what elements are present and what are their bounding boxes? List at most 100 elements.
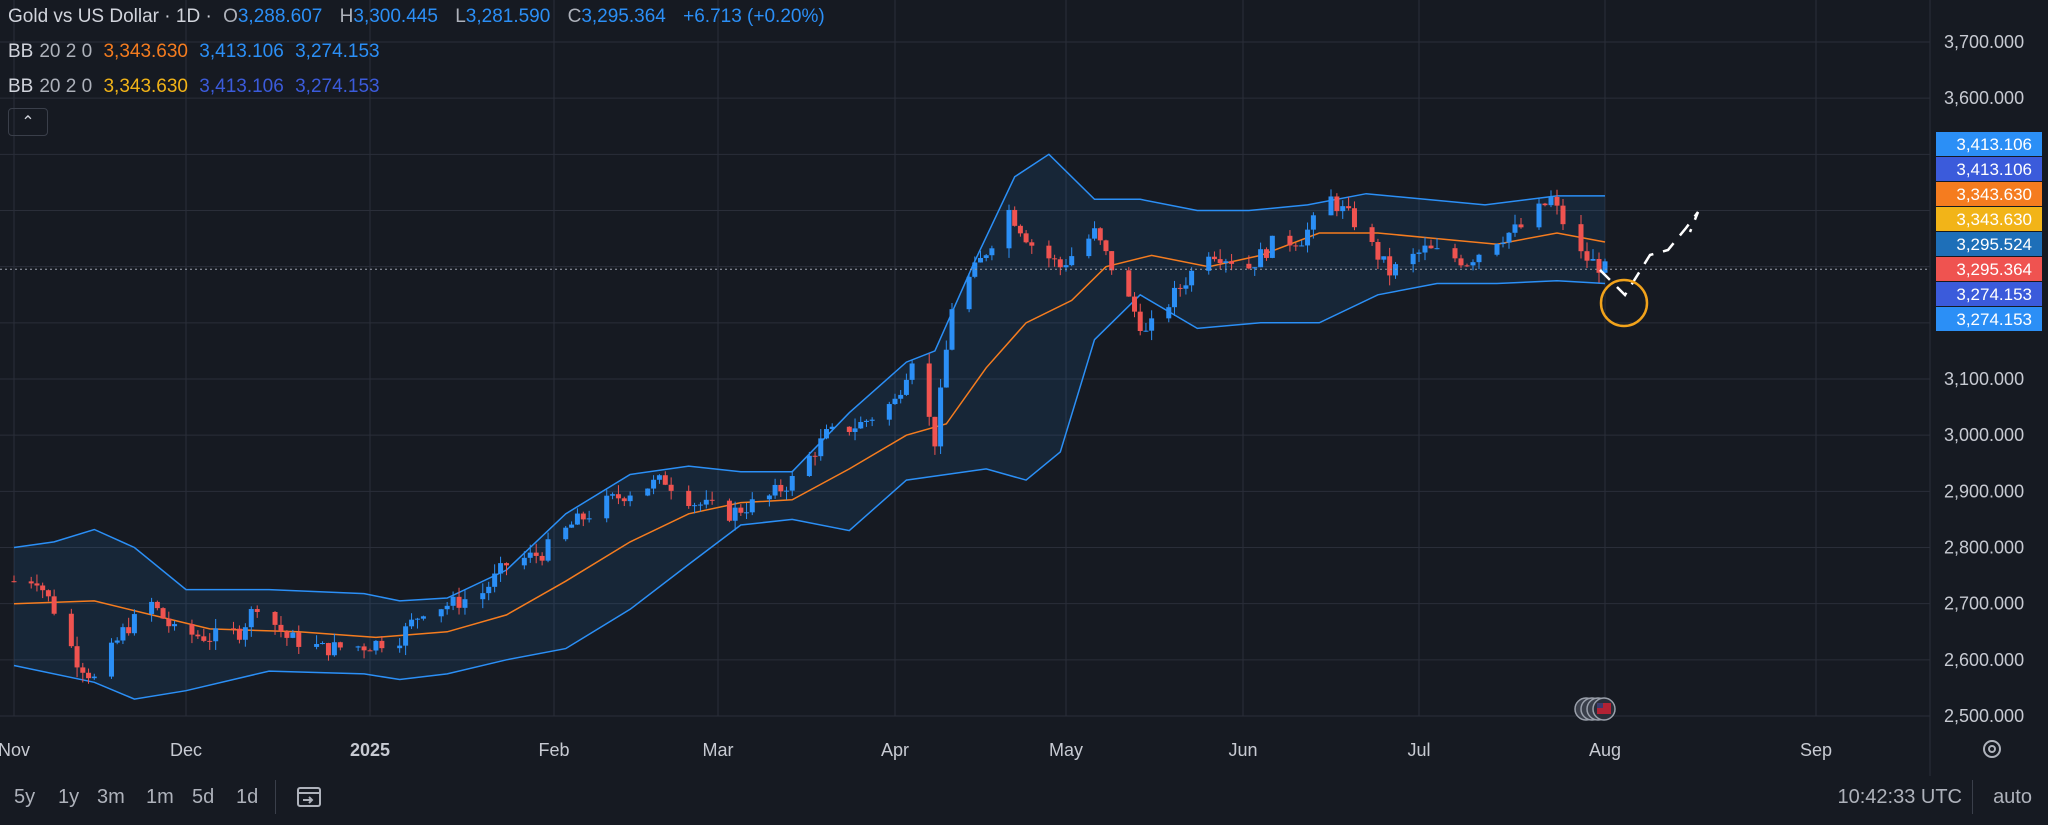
candle-body (438, 609, 444, 617)
candle-body (379, 640, 385, 649)
candle-body (1464, 265, 1470, 267)
candle-body (492, 573, 498, 587)
range-1m-button[interactable]: 1m (146, 786, 174, 808)
candle-body (1023, 233, 1029, 243)
candle-body (1310, 215, 1316, 230)
candle-body (806, 455, 812, 477)
candle-body (1590, 258, 1596, 261)
candle-body (296, 632, 302, 647)
candle-body (892, 398, 898, 405)
price-label: 3,274.153 (1956, 285, 2032, 304)
candle-body (656, 475, 662, 480)
candle-body (355, 646, 361, 648)
candle-body (11, 581, 17, 583)
candle-body (539, 555, 545, 561)
price-label-bg (1936, 232, 2042, 256)
candle-body (213, 628, 219, 642)
symbol-title[interactable]: Gold vs US Dollar · 1D · (8, 6, 212, 27)
candle-body (1452, 248, 1458, 259)
divider (1972, 780, 1973, 814)
price-label: 3,413.106 (1956, 135, 2032, 154)
price-axis[interactable]: 3,700.000 3,600.000 3,100.000 3,000.000 2,90… (1944, 32, 2024, 726)
time-axis[interactable]: Nov Dec 2025 Feb Mar Apr May Jun Jul Aug Sep (0, 740, 1832, 760)
candle-body (51, 596, 57, 614)
economic-events[interactable] (1574, 697, 1616, 721)
candle-body (68, 613, 74, 647)
candle-body (738, 507, 744, 513)
time-tick-label: Nov (0, 740, 30, 760)
candle-body (932, 416, 938, 447)
candle-body (703, 499, 709, 505)
candle-body (1596, 258, 1602, 273)
range-1d-button[interactable]: 1d (236, 786, 259, 808)
price-tick-label: 2,500.000 (1944, 706, 2024, 726)
price-tick-label: 3,000.000 (1944, 425, 2024, 445)
candle-body (1246, 263, 1252, 269)
candle-body (1458, 258, 1464, 266)
indicator-params: 20 2 0 (39, 76, 93, 97)
candle-body (1063, 265, 1069, 268)
indicator-name: BB (8, 41, 34, 62)
indicator-name: BB (8, 76, 34, 97)
collapse-legend-button[interactable]: ⌃ (8, 108, 48, 136)
candle-body (1393, 264, 1399, 276)
time-tick-label: Mar (703, 740, 734, 760)
candle-body (545, 539, 551, 561)
clock-utc[interactable]: 10:42:33 UTC (1837, 786, 1962, 808)
candle-body (403, 626, 409, 646)
candle-body (898, 394, 904, 399)
candle-body (373, 640, 379, 651)
candle-body (926, 363, 932, 417)
candle-body (91, 676, 97, 679)
price-tick-label: 3,100.000 (1944, 369, 2024, 389)
candle-body (498, 563, 504, 574)
price-tick-label: 3,600.000 (1944, 88, 2024, 108)
candle-body (331, 642, 337, 656)
indicator-legend-bb-1[interactable]: BB 20 2 0 3,343.630 3,413.106 3,274.153 (8, 41, 386, 63)
candle-body (823, 429, 829, 439)
us-flag-icon (1597, 703, 1611, 714)
range-5d-button[interactable]: 5d (192, 786, 215, 808)
indicator-params: 20 2 0 (39, 41, 93, 62)
candle-body (1340, 206, 1346, 212)
candle-body (120, 627, 126, 641)
bottom-toolbar: 5y 1y 3m 1m 5d 1d 10:42:33 UTC auto (0, 776, 2048, 825)
bb-basis-value: 3,343.630 (103, 41, 188, 62)
candle-body (818, 438, 824, 457)
candle-body (45, 590, 51, 597)
user-drawing[interactable] (1599, 211, 1700, 328)
gear-icon[interactable] (1983, 740, 2001, 758)
candle-body (1258, 249, 1264, 268)
candle-body (1177, 287, 1183, 289)
bb-lower-value: 3,274.153 (295, 76, 380, 97)
calendar-range-icon[interactable] (296, 784, 322, 810)
candle-body (272, 611, 278, 625)
bb-lower-value: 3,274.153 (295, 41, 380, 62)
candle-body (131, 614, 137, 634)
candle-body (486, 586, 492, 594)
range-1y-button[interactable]: 1y (58, 786, 80, 808)
candle-body (1560, 205, 1566, 225)
range-3m-button[interactable]: 3m (97, 786, 125, 808)
auto-scale-toggle[interactable]: auto (1993, 786, 2032, 808)
bb-upper-value: 3,413.106 (199, 41, 284, 62)
candle-body (784, 490, 790, 492)
candle-body (949, 309, 955, 350)
candle-body (114, 640, 120, 643)
candle-body (1057, 259, 1063, 268)
candle-body (1012, 209, 1018, 226)
candle-body (983, 255, 989, 258)
divider (275, 780, 276, 814)
candle-body (314, 644, 320, 647)
candle-body (563, 527, 569, 540)
candle-body (397, 645, 403, 649)
candle-body (938, 387, 944, 447)
candle-body (86, 672, 92, 679)
candle-body (645, 488, 651, 496)
indicator-legend-bb-2[interactable]: BB 20 2 0 3,343.630 3,413.106 3,274.153 (8, 76, 386, 98)
candle-body (1554, 196, 1560, 206)
candle-body (108, 642, 114, 677)
candle-body (1422, 245, 1428, 253)
price-chart[interactable]: 3,700.000 3,600.000 3,100.000 3,000.000 2,90… (0, 0, 2048, 776)
range-5y-button[interactable]: 5y (14, 786, 36, 808)
